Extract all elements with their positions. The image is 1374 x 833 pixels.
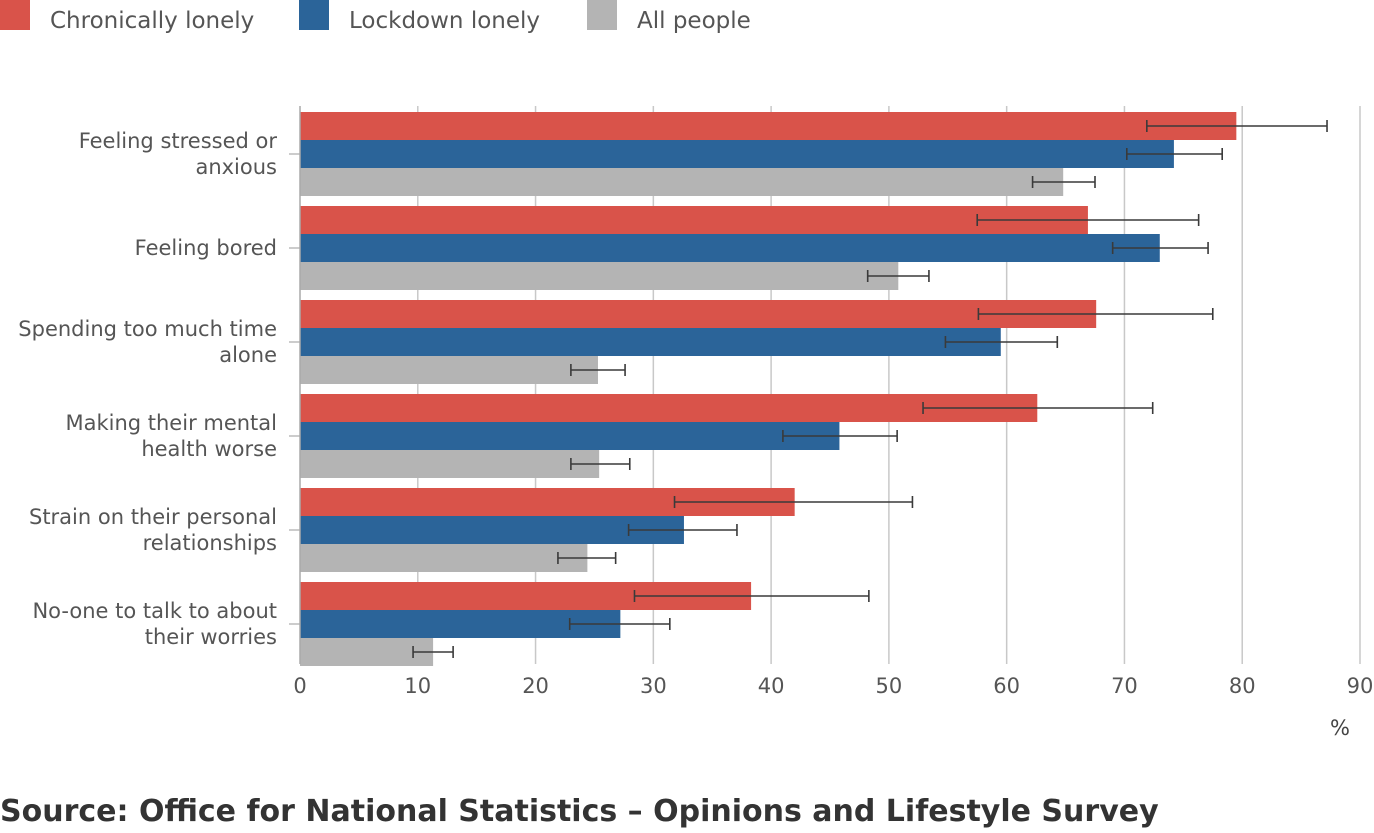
category-label-line: Feeling bored	[135, 236, 277, 260]
x-tick-label: 0	[293, 674, 306, 698]
category-label-line: Spending too much time	[18, 317, 277, 341]
category-label: Strain on their personal relationships	[29, 505, 277, 555]
bar	[300, 300, 1097, 328]
category-label: Spending too much time alone	[18, 317, 277, 367]
x-tick-label: 60	[993, 674, 1020, 698]
bar	[300, 356, 598, 384]
bar	[300, 394, 1038, 422]
category-label-line: their worries	[145, 625, 277, 649]
category-label: Making their mental health worse	[65, 411, 277, 461]
category-label-line: anxious	[195, 155, 277, 179]
bar	[300, 450, 600, 478]
category-label-line: Feeling stressed or	[79, 129, 278, 153]
x-tick-label: 10	[404, 674, 431, 698]
legend-swatch-chronically-lonely	[0, 0, 30, 30]
x-tick-label: 20	[522, 674, 549, 698]
x-tick-label: 30	[640, 674, 667, 698]
bar	[300, 638, 434, 666]
bar	[300, 234, 1160, 262]
x-tick-label: 70	[1111, 674, 1138, 698]
bar	[300, 422, 840, 450]
category-label: Feeling bored	[135, 236, 277, 260]
x-tick-label: 50	[876, 674, 903, 698]
category-label: No-one to talk to about their worries	[32, 599, 277, 649]
x-axis-unit-label: %	[1330, 716, 1350, 740]
legend-label-all-people: All people	[637, 8, 751, 34]
category-label-line: alone	[219, 343, 277, 367]
category-label-line: health worse	[141, 437, 277, 461]
bar	[300, 544, 588, 572]
legend: Chronically lonely Lockdown lonely All p…	[0, 0, 900, 40]
category-label-line: Strain on their personal	[29, 505, 277, 529]
legend-label-lockdown-lonely: Lockdown lonely	[349, 8, 541, 34]
legend-swatch-lockdown-lonely	[299, 0, 329, 30]
bar	[300, 516, 684, 544]
bar	[300, 140, 1174, 168]
legend-swatch-all-people	[587, 0, 617, 30]
bar	[300, 168, 1064, 196]
legend-label-chronically-lonely: Chronically lonely	[50, 8, 255, 34]
bar	[300, 262, 899, 290]
x-tick-label: 90	[1347, 674, 1374, 698]
bar	[300, 206, 1088, 234]
category-label: Feeling stressed or anxious	[79, 129, 278, 179]
bar	[300, 610, 621, 638]
x-tick-label: 80	[1229, 674, 1256, 698]
bar	[300, 112, 1237, 140]
category-label-line: relationships	[143, 531, 277, 555]
x-tick-label: 40	[758, 674, 785, 698]
category-label-line: No-one to talk to about	[32, 599, 277, 623]
bar	[300, 328, 1001, 356]
source-note: Source: Office for National Statistics –…	[0, 794, 1159, 829]
category-label-line: Making their mental	[65, 411, 277, 435]
